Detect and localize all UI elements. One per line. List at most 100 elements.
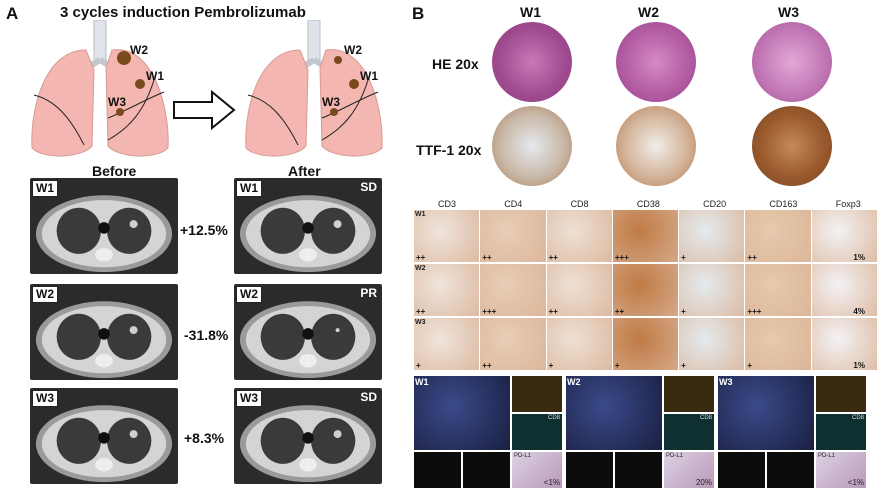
- ct-before-w1: W1: [30, 178, 178, 274]
- lungs-before-illustration: [31, 20, 169, 157]
- marker-label-cd4: CD4: [504, 199, 523, 209]
- ihc-score: ++: [548, 307, 558, 316]
- ihc-score: +: [416, 361, 421, 370]
- fluorescence-tile: [767, 452, 814, 488]
- fluorescence-tag: W1: [415, 377, 429, 387]
- after-label: After: [288, 163, 321, 179]
- lung-label-w2: W2: [130, 43, 148, 57]
- ct-tag: W2: [236, 286, 262, 303]
- ttf-w3-image: [752, 106, 832, 186]
- lung-after-label-w3: W3: [322, 95, 340, 109]
- ct-after-w1: W1 SD: [234, 178, 382, 274]
- response-label: PR: [360, 286, 377, 300]
- ct-before-w2: W2: [30, 284, 178, 380]
- ihc-cell: 1%: [811, 318, 877, 370]
- ihc-cell: 1%: [811, 210, 877, 262]
- pdl1-value: <1%: [543, 478, 560, 487]
- ct-tag: W1: [236, 180, 262, 197]
- ihc-cell: ++: [546, 264, 612, 316]
- fluor-small-label: CD8: [851, 415, 864, 421]
- ihc-score: +: [681, 307, 686, 316]
- panel-a-letter: A: [6, 4, 19, 23]
- pdl1-ihc-tile: PD-L1 <1%: [816, 452, 866, 488]
- fluorescence-tile: CD8: [816, 414, 866, 450]
- ihc-cell: +: [414, 318, 480, 370]
- fluorescence-tile: [566, 452, 613, 488]
- column-w2: W2: [638, 4, 659, 20]
- pdl1-value: 20%: [695, 478, 712, 487]
- panel-b-letter: B: [412, 4, 425, 23]
- marker-label-cd20: CD20: [703, 199, 727, 209]
- column-w3: W3: [778, 4, 799, 20]
- ihc-cell: ++: [546, 210, 612, 262]
- fluorescence-tile: [615, 452, 662, 488]
- ihc-cell: +: [679, 210, 745, 262]
- fluorescence-tile: [512, 376, 562, 412]
- ihc-cell: ++: [745, 210, 811, 262]
- change-w3: +8.3%: [184, 430, 225, 446]
- ct-tag: W3: [236, 390, 262, 407]
- ihc-score: ++: [482, 361, 492, 370]
- change-w2: -31.8%: [184, 327, 229, 343]
- ihc-row-tag: W2: [415, 265, 426, 272]
- marker-label-cd8: CD8: [570, 199, 589, 209]
- ihc-row-tag: W3: [415, 319, 426, 326]
- ttf-w1-image: [492, 106, 572, 186]
- ihc-score: +++: [614, 253, 629, 262]
- fluor-small-label: CD8: [699, 415, 712, 421]
- lung-label-w3: W3: [108, 95, 126, 109]
- change-w1: +12.5%: [180, 222, 228, 238]
- fluorescence-main-w3: W3: [718, 376, 814, 450]
- fluorescence-main-w1: W1: [414, 376, 510, 450]
- fluorescence-tile: [414, 452, 461, 488]
- ihc-cell: ++: [612, 264, 679, 316]
- pdl1-ihc-tile: PD-L1 20%: [664, 452, 714, 488]
- ct-after-w2: W2 PR: [234, 284, 382, 380]
- ihc-cell: ++: [414, 210, 480, 262]
- fluorescence-tile: [718, 452, 765, 488]
- ihc-cell: +: [745, 318, 811, 370]
- ihc-score: 1%: [853, 253, 865, 262]
- ihc-score: ++: [747, 253, 757, 262]
- he-w3-image: [752, 22, 832, 102]
- ct-after-w3: W3 SD: [234, 388, 382, 484]
- ihc-score: 4%: [853, 307, 865, 316]
- ihc-cell: +: [546, 318, 612, 370]
- lung-label-w1: W1: [146, 69, 164, 83]
- lung-after-label-w1: W1: [360, 69, 378, 83]
- fluor-small-label: CD8: [547, 415, 560, 421]
- fluorescence-tag: W2: [567, 377, 581, 387]
- fluorescence-tile: CD8: [512, 414, 562, 450]
- before-label: Before: [92, 163, 137, 179]
- ihc-row-w1: ++ ++ ++ +++ + ++ 1% W1: [414, 210, 878, 262]
- panel-a-title: 3 cycles induction Pembrolizumab: [60, 4, 306, 21]
- ihc-score: ++: [416, 307, 426, 316]
- he-label: HE 20x: [432, 56, 479, 72]
- ct-tag: W2: [32, 286, 58, 303]
- he-w1-image: [492, 22, 572, 102]
- arrow-icon: [173, 90, 236, 130]
- pdl1-label: PD-L1: [514, 453, 532, 459]
- marker-label-cd3: CD3: [438, 199, 457, 209]
- response-label: SD: [360, 180, 377, 194]
- he-w2-image: [616, 22, 696, 102]
- ihc-cell: +: [612, 318, 679, 370]
- marker-label-cd163: CD163: [769, 199, 798, 209]
- ihc-row-tag: W1: [415, 211, 426, 218]
- ihc-cell: ++: [480, 210, 546, 262]
- ihc-cell: +++: [480, 264, 546, 316]
- marker-label-foxp3: Foxp3: [835, 199, 861, 209]
- ttf-label: TTF-1 20x: [416, 142, 482, 158]
- fluorescence-main-w2: W2: [566, 376, 662, 450]
- ihc-score: +: [548, 361, 554, 370]
- ihc-score: +++: [747, 307, 762, 316]
- fluorescence-tile: [664, 376, 714, 412]
- lung-after-label-w2: W2: [344, 43, 362, 57]
- fluorescence-tile: CD8: [664, 414, 714, 450]
- ihc-cell: +++: [612, 210, 679, 262]
- ct-before-w3: W3: [30, 388, 178, 484]
- ihc-score: +: [747, 361, 753, 370]
- ihc-score: +: [614, 361, 620, 370]
- ihc-row-w3: + ++ + + + +1% W3: [414, 318, 878, 370]
- pdl1-ihc-tile: PD-L1 <1%: [512, 452, 562, 488]
